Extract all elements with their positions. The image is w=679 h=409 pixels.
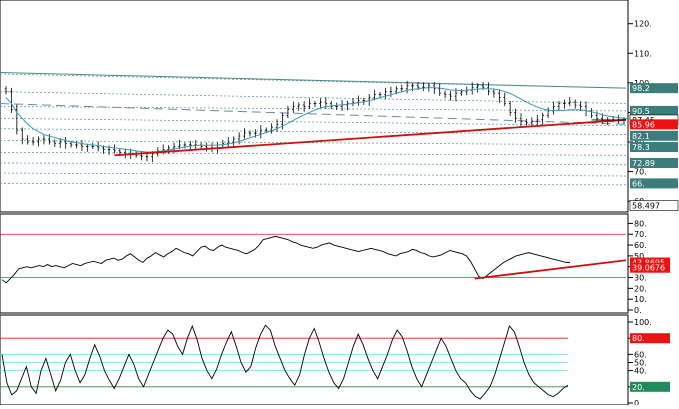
price-tag-label: 98.2	[632, 84, 650, 93]
price-tag-label: 90.5	[632, 107, 650, 116]
price-axis-label: 70.	[634, 168, 647, 177]
fan-line	[0, 183, 627, 186]
osc2-axis-label: 40.	[634, 367, 647, 376]
oscillator-1-content	[0, 233, 627, 284]
channel-top-line	[0, 71, 627, 89]
osc1-axis-label: 60.	[634, 241, 647, 250]
fan-line	[0, 117, 627, 127]
price-panel: 120.110.100.90.80.70.60.98.290.587.4585.…	[0, 0, 679, 213]
oscillator-2-content	[0, 324, 569, 400]
osc1-line	[1, 235, 570, 284]
fan-line	[0, 91, 627, 104]
osc1-value-tag	[630, 257, 670, 268]
price-axis-label: 120.	[634, 20, 652, 29]
price-grid	[0, 71, 627, 186]
price-overlay	[5, 87, 630, 157]
price-tag-label: 82.1	[632, 132, 650, 141]
support-trendline	[114, 118, 627, 157]
osc2-axis-label: 100.	[634, 318, 652, 327]
price-tag-label: 78.3	[632, 143, 650, 152]
osc1-axis-label: 0.	[634, 306, 642, 315]
price-tag-label: 58.497	[632, 202, 660, 211]
price-tag-label: 85.96	[632, 120, 655, 129]
price-tag-label: 72.89	[632, 159, 655, 168]
price-axis: 120.110.100.90.80.70.60.98.290.587.4585.…	[628, 20, 679, 211]
osc1-value-tag	[630, 262, 670, 273]
oscillator-1-axis: 80.70.60.50.40.30.20.10.0.43.869539.0676	[628, 219, 670, 315]
osc1-axis-label: 50.	[634, 252, 647, 261]
price-tag	[630, 119, 678, 130]
oscillator-2-axis: 100.80.60.50.40.20.0.80.20.	[628, 318, 670, 408]
fan-line	[0, 140, 627, 146]
oscillator-2-panel: 100.80.60.50.40.20.0.80.20.	[0, 314, 670, 408]
osc2-axis-label: 0.	[634, 399, 642, 405]
moving-average-line	[5, 87, 630, 153]
price-tag	[630, 142, 678, 153]
fan-line	[0, 162, 627, 166]
price-tag-label: 66.	[632, 179, 645, 188]
osc1-axis-label: 70.	[634, 230, 647, 239]
price-tag	[630, 178, 678, 189]
osc2-axis-label: 60.	[634, 350, 647, 359]
fan-line	[0, 128, 627, 135]
osc2-value-tag	[630, 333, 670, 344]
oscillator-1-panel: 80.70.60.50.40.30.20.10.0.43.869539.0676	[0, 213, 670, 315]
osc2-axis-label: 50.	[634, 359, 647, 368]
fan-line	[0, 172, 627, 177]
osc2-value-tag	[630, 381, 670, 392]
osc1-axis-label: 10.	[634, 295, 647, 304]
osc1-axis-label: 30.	[634, 274, 647, 283]
price-tag	[630, 105, 678, 116]
fan-line	[0, 151, 627, 156]
osc1-trendline	[474, 259, 627, 280]
price-tag	[630, 130, 678, 141]
price-panel-frame	[0, 0, 629, 213]
channel-mid-line	[0, 103, 627, 125]
price-tag	[629, 200, 679, 211]
osc1-axis-label: 80.	[634, 219, 647, 228]
osc2-line	[1, 324, 569, 400]
osc1-value-tag-label: 39.0676	[632, 264, 665, 273]
osc2-value-tag-label: 80.	[632, 334, 645, 343]
oscillator-1-frame	[0, 213, 629, 314]
price-axis-label: 110.	[634, 49, 652, 58]
price-tag	[630, 158, 678, 169]
osc2-value-tag-label: 20.	[632, 383, 645, 392]
price-tag	[630, 83, 678, 94]
osc1-axis-label: 20.	[634, 284, 647, 293]
